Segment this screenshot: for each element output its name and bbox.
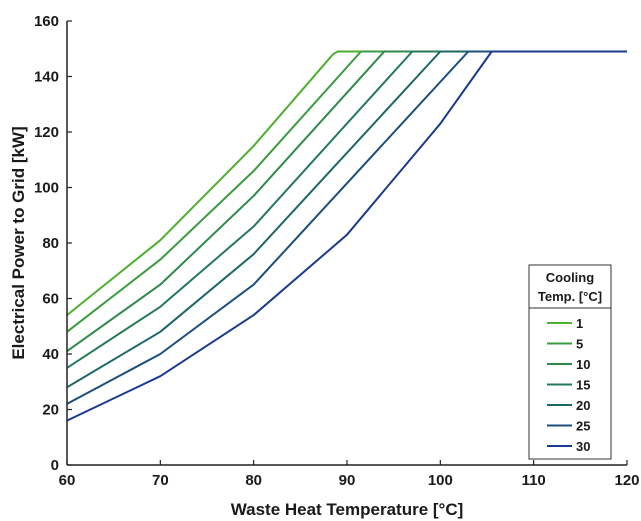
y-tick-label: 20 xyxy=(42,402,59,419)
y-tick-label: 100 xyxy=(34,180,59,197)
y-tick-label: 120 xyxy=(34,124,59,141)
legend-label: 10 xyxy=(576,357,590,372)
x-tick-label: 100 xyxy=(428,472,453,489)
legend-title-line-2: Temp. [°C] xyxy=(538,289,602,304)
y-axis-ticks: 0 20 40 60 80 100 120 140 160 xyxy=(34,13,72,474)
x-axis-ticks: 60 70 80 90 100 110 120 xyxy=(59,460,640,489)
y-tick-label: 0 xyxy=(51,457,59,474)
x-tick-label: 120 xyxy=(614,472,639,489)
y-tick-label: 60 xyxy=(42,291,59,308)
legend-label: 25 xyxy=(576,419,590,434)
legend-title-line-1: Cooling xyxy=(546,270,594,285)
x-tick-label: 80 xyxy=(245,472,262,489)
x-tick-label: 70 xyxy=(152,472,169,489)
series-line-30 xyxy=(66,50,627,422)
legend-label: 30 xyxy=(576,439,590,454)
x-tick-label: 110 xyxy=(522,472,546,489)
legend-label: 1 xyxy=(576,316,583,331)
x-axis-title: Waste Heat Temperature [°C] xyxy=(231,500,464,519)
y-tick-label: 80 xyxy=(42,235,59,252)
plot-lines xyxy=(66,50,627,422)
y-tick-label: 140 xyxy=(34,69,59,86)
legend-label: 20 xyxy=(576,398,590,413)
y-axis-title: Electrical Power to Grid [kW] xyxy=(9,126,28,359)
y-tick-label: 40 xyxy=(42,346,59,363)
legend-box xyxy=(528,264,612,460)
x-tick-label: 90 xyxy=(339,472,356,489)
legend-label: 15 xyxy=(576,378,590,393)
legend-label: 5 xyxy=(576,337,583,352)
y-tick-label: 160 xyxy=(34,13,59,30)
x-tick-label: 60 xyxy=(59,472,76,489)
